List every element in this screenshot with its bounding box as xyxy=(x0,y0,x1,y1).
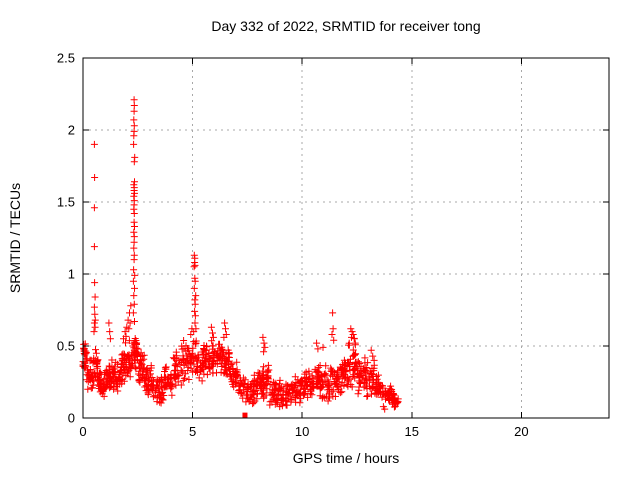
plot-border xyxy=(82,57,610,419)
x-tick-label: 20 xyxy=(514,424,528,439)
tick-marks xyxy=(82,57,609,419)
y-tick-label: 0.5 xyxy=(57,339,75,354)
y-axis-label: SRMTID / TECUs xyxy=(7,183,23,293)
chart-title: Day 332 of 2022, SRMTID for receiver ton… xyxy=(211,18,480,34)
tick-labels: 0 5 10 15 20 0 0.5 1 1.5 2 2.5 xyxy=(57,51,529,440)
y-tick-label: 1 xyxy=(68,267,75,282)
x-tick-label: 10 xyxy=(295,424,309,439)
square-marker xyxy=(242,412,248,418)
x-tick-label: 0 xyxy=(79,424,86,439)
scatter-plus-markers xyxy=(79,96,402,413)
data-points xyxy=(79,96,402,418)
x-tick-label: 5 xyxy=(189,424,196,439)
y-tick-label: 1.5 xyxy=(57,195,75,210)
y-tick-label: 2.5 xyxy=(57,51,75,66)
y-tick-label: 2 xyxy=(68,123,75,138)
x-tick-label: 15 xyxy=(405,424,419,439)
x-axis-label: GPS time / hours xyxy=(293,450,400,466)
y-tick-label: 0 xyxy=(68,411,75,426)
